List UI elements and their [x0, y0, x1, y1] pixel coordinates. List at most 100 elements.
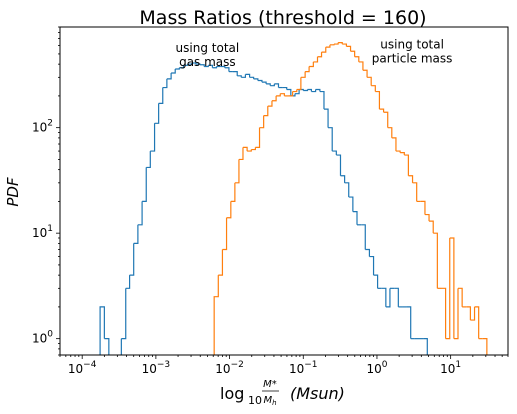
chart-title: Mass Ratios (threshold = 160): [139, 7, 426, 29]
series-1-bin: [208, 64, 214, 68]
series-2-bin: [259, 115, 265, 129]
series-2-bin: [445, 237, 451, 340]
series-1-bin: [307, 88, 313, 92]
series-2-bin: [263, 106, 269, 117]
series-2-bin: [367, 76, 372, 86]
series-1-bin: [146, 151, 151, 169]
y-axis-label: PDF: [4, 177, 22, 207]
series-1-bin: [303, 89, 309, 92]
annotation-1: using total gas mass: [176, 41, 240, 69]
series-1-bin: [104, 338, 110, 355]
series-2-bin: [338, 42, 343, 45]
series-2-bin: [271, 95, 277, 102]
x-tick-label: 101: [440, 360, 461, 376]
x-axis-label: log 10 M* Mh (Msun): [220, 379, 345, 407]
series-1-bin: [282, 86, 288, 90]
series-2-bin: [470, 306, 476, 321]
series-2-bin: [429, 220, 434, 234]
series-2-bin: [408, 175, 414, 183]
series-2-bin: [342, 43, 348, 47]
x-axis-label-log-base: 10: [248, 394, 262, 407]
x-axis-label-denominator: Mh: [263, 395, 276, 407]
series-2-bin: [317, 52, 323, 58]
series-2-bin: [267, 100, 273, 107]
series-2-bin: [371, 85, 376, 92]
series-1-bin: [373, 274, 379, 289]
series-1-bin: [232, 70, 238, 76]
series-2-bin: [255, 127, 261, 149]
series-1-bin: [340, 175, 346, 183]
series-1-bin: [286, 88, 292, 96]
series-2-bin: [458, 287, 463, 307]
series-1-bin: [319, 90, 325, 110]
series-2-bin: [230, 182, 236, 203]
series-2: [213, 42, 488, 355]
series-1-bin: [137, 201, 143, 226]
series-1-bin: [99, 306, 105, 355]
series-1-bin: [381, 287, 387, 307]
annotations: using total gas mass using total particle m…: [176, 38, 453, 69]
series-1-bin: [121, 288, 127, 340]
series-2-bin: [321, 47, 327, 53]
series-2-bin: [346, 45, 352, 52]
series-2-bin: [391, 137, 397, 152]
series-2-bin: [424, 213, 430, 222]
series-1-bin: [270, 83, 275, 87]
series-2-bin: [400, 152, 405, 156]
series-2-bin: [383, 111, 389, 128]
series-1-bin: [253, 78, 259, 81]
series-2-bin: [276, 93, 281, 97]
series-2-bin: [280, 93, 285, 96]
series-1-bin: [336, 154, 342, 176]
series-1-bin: [261, 81, 267, 84]
series-1-bin: [237, 75, 242, 78]
series-1-bin: [332, 150, 337, 156]
y-tick-label: 102: [32, 119, 53, 135]
annotation-2: using total particle mass: [372, 38, 453, 66]
y-axis: 100 101 102: [32, 26, 60, 356]
series-1-bin: [294, 89, 300, 95]
series-1: [99, 62, 428, 355]
series-1-bin: [212, 66, 218, 69]
series-2-bin: [354, 56, 360, 62]
series-1-bin: [150, 123, 156, 152]
x-tick-label: 10−1: [289, 360, 318, 376]
series-1-bin: [423, 338, 428, 355]
series-1-bin: [179, 65, 185, 69]
series-2-bin: [292, 89, 298, 93]
series-2-bin: [379, 108, 385, 113]
series-2-bin: [313, 56, 319, 63]
series-1-bin: [171, 68, 176, 74]
series-2-bin: [309, 61, 314, 68]
series-1-bin: [191, 62, 197, 65]
series-1-bin: [344, 182, 350, 198]
x-axis: 10−4 10−3 10−2 10−1 100 101: [59, 355, 509, 376]
series-2-bin: [333, 42, 339, 45]
series-2-bin: [350, 50, 356, 57]
series-2-bin: [358, 61, 364, 71]
series-1-bin: [406, 306, 412, 339]
series-2-bin: [238, 147, 244, 161]
series-1-bin: [365, 248, 371, 257]
series-2-bin: [433, 232, 438, 289]
series-2-bin: [466, 306, 471, 321]
series-1-bin: [158, 87, 164, 104]
x-axis-label-log: log: [220, 384, 244, 403]
series-2-bin: [482, 338, 488, 355]
series-2-bin: [325, 44, 331, 48]
series-1-bin: [257, 79, 263, 83]
plot-area: [99, 42, 488, 355]
x-tick-label: 10−2: [215, 360, 244, 376]
y-tick-label: 101: [32, 224, 53, 240]
series-2-bin: [296, 77, 302, 91]
series-2-bin: [441, 287, 447, 339]
series-2-bin: [226, 201, 232, 219]
series-1-bin: [120, 338, 122, 355]
series-2-bin: [218, 249, 224, 276]
series-2-bin: [305, 66, 310, 73]
series-2-bin: [251, 147, 256, 151]
y-tick-label: 100: [32, 330, 53, 346]
series-2-bin: [362, 69, 368, 78]
series-1-bin: [154, 103, 160, 124]
